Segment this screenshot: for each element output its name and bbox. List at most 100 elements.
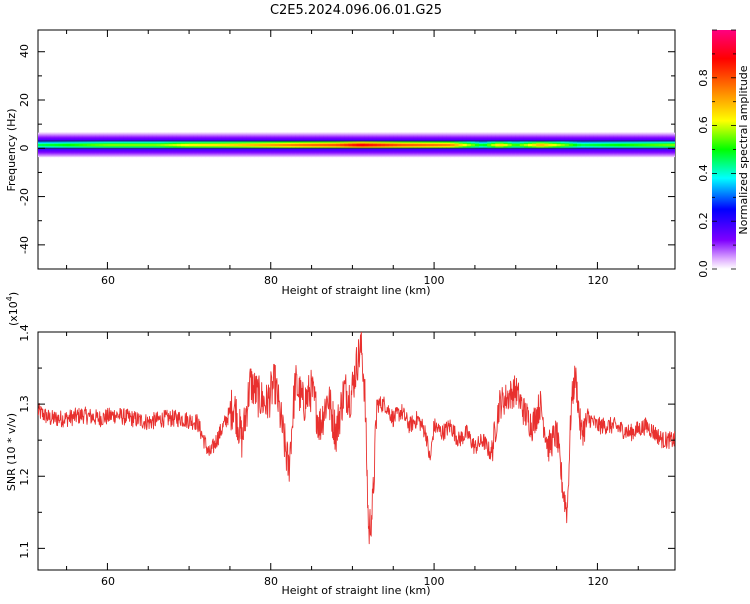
heatmap-cell xyxy=(519,154,525,156)
heatmap-cell xyxy=(160,135,165,137)
heatmap-cell xyxy=(605,155,611,158)
heatmap-cell xyxy=(299,141,304,143)
heatmap-cell xyxy=(38,145,43,148)
heatmap-cell xyxy=(144,133,149,136)
heatmap-cell xyxy=(197,144,202,147)
heatmap-cell xyxy=(46,137,51,140)
heatmap-cell xyxy=(119,138,125,141)
heatmap-cell xyxy=(327,151,333,154)
heatmap-cell xyxy=(180,148,186,150)
heatmap-cell xyxy=(507,137,513,140)
heatmap-cell xyxy=(352,132,357,135)
heatmap-cell xyxy=(291,149,296,152)
heatmap-cell xyxy=(217,141,223,143)
heatmap-cell xyxy=(266,145,272,148)
heatmap-cell xyxy=(160,145,165,148)
heatmap-cell xyxy=(356,149,361,152)
heatmap-cell xyxy=(442,142,447,144)
heatmap-cell xyxy=(658,155,664,158)
heatmap-cell xyxy=(164,148,170,150)
heatmap-cell xyxy=(140,137,145,140)
heatmap-cell xyxy=(311,132,317,135)
heatmap-cell xyxy=(372,141,378,143)
heatmap-cell xyxy=(87,136,92,138)
heatmap-cell xyxy=(413,133,419,136)
heatmap-cell xyxy=(413,142,419,144)
heatmap-cell xyxy=(319,149,325,152)
heatmap-cell xyxy=(148,149,153,152)
heatmap-cell xyxy=(217,135,223,137)
heatmap-cell xyxy=(74,142,80,144)
heatmap-cell xyxy=(274,133,280,136)
figure-title: C2E5.2024.096.06.01.G25 xyxy=(270,3,442,18)
heatmap-cell xyxy=(74,150,80,153)
heatmap-cell xyxy=(74,145,80,148)
heatmap-cell xyxy=(385,150,390,153)
heatmap-cell xyxy=(613,133,619,136)
heatmap-cell xyxy=(193,142,198,144)
heatmap-cell xyxy=(270,133,276,136)
heatmap-cell xyxy=(172,151,178,154)
heatmap-cell xyxy=(58,137,63,140)
heatmap-cell xyxy=(642,138,647,141)
heatmap-cell xyxy=(470,151,476,154)
spectrogram-x-ticks xyxy=(66,30,639,269)
heatmap-cell xyxy=(483,137,488,140)
heatmap-cell xyxy=(630,151,635,154)
heatmap-cell xyxy=(389,136,394,138)
heatmap-cell xyxy=(95,153,100,155)
heatmap-cell xyxy=(577,142,582,144)
heatmap-cell xyxy=(254,155,259,158)
heatmap-cell xyxy=(95,149,100,152)
snr-y-ticks xyxy=(38,331,675,549)
heatmap-cell xyxy=(307,143,312,146)
heatmap-cell xyxy=(479,143,484,146)
heatmap-cell xyxy=(356,144,361,147)
heatmap-cell xyxy=(291,155,296,158)
heatmap-cell xyxy=(303,133,308,136)
heatmap-cell xyxy=(670,133,675,136)
heatmap-cell xyxy=(491,149,496,152)
heatmap-cell xyxy=(519,138,525,141)
heatmap-cell xyxy=(283,154,288,156)
heatmap-cell xyxy=(242,155,247,158)
heatmap-cell xyxy=(91,145,96,148)
heatmap-cell xyxy=(450,138,455,141)
heatmap-cell xyxy=(270,143,276,146)
heatmap-cell xyxy=(446,151,451,154)
heatmap-cell xyxy=(46,154,51,156)
heatmap-cell xyxy=(646,133,651,136)
heatmap-cell xyxy=(577,133,582,136)
heatmap-cell xyxy=(148,143,153,146)
heatmap-cell xyxy=(438,154,443,156)
heatmap-cell xyxy=(421,141,427,143)
heatmap-cell xyxy=(454,132,459,135)
heatmap-cell xyxy=(82,143,88,146)
heatmap-cell xyxy=(597,133,602,136)
heatmap-cell xyxy=(152,137,157,140)
heatmap-cell xyxy=(213,135,219,137)
heatmap-cell xyxy=(523,133,529,136)
heatmap-cell xyxy=(352,138,357,141)
heatmap-cell xyxy=(58,153,63,155)
heatmap-cell xyxy=(352,144,357,147)
heatmap-cell xyxy=(544,155,549,158)
heatmap-cell xyxy=(262,141,268,143)
heatmap-cell xyxy=(548,135,553,137)
heatmap-cell xyxy=(246,154,251,156)
heatmap-cell xyxy=(417,142,423,144)
heatmap-cell xyxy=(168,153,174,155)
heatmap-cell xyxy=(205,150,210,153)
heatmap-cell xyxy=(368,142,374,144)
heatmap-cell xyxy=(511,135,517,137)
heatmap-cell xyxy=(621,155,627,158)
heatmap-cell xyxy=(315,153,321,155)
heatmap-cell xyxy=(389,133,394,136)
heatmap-cell xyxy=(446,149,451,152)
heatmap-cell xyxy=(46,150,51,153)
heatmap-cell xyxy=(193,155,198,158)
heatmap-cell xyxy=(172,150,178,153)
heatmap-cell xyxy=(209,138,214,141)
heatmap-cell xyxy=(409,138,415,141)
heatmap-cell xyxy=(495,142,500,144)
